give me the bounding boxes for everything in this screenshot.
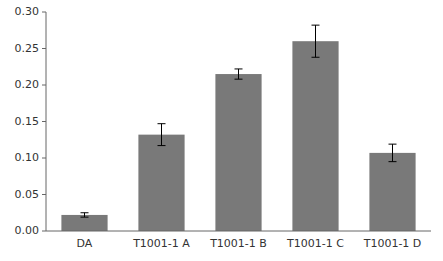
y-tick-label: 0.15 [15,115,40,128]
y-tick [42,194,46,195]
error-bar-stem [392,144,393,162]
bar [138,135,184,231]
error-bar [235,69,243,79]
error-bar-cap [312,57,320,58]
error-bar [158,124,166,146]
y-axis-line [46,12,47,231]
y-tick-label: 0.25 [15,42,40,55]
error-bar-cap [312,25,320,26]
error-bar-stem [161,124,162,146]
x-tick-label: T1001-1 C [286,237,344,250]
error-bar [389,144,397,162]
error-bar-stem [84,213,85,217]
y-tick-label: 0.30 [15,5,40,18]
bar [292,41,338,231]
y-tick [42,158,46,159]
error-bar [81,213,89,217]
error-bar [312,25,320,57]
error-bar-cap [235,68,243,69]
x-tick-label: T1001-1 A [132,237,190,250]
error-bar-cap [158,145,166,146]
error-bar-cap [235,79,243,80]
y-tick [42,48,46,49]
bar [61,215,107,231]
x-tick-label: T1001-1 D [363,237,422,250]
error-bar-cap [158,123,166,124]
x-tick-label: DA [77,237,93,250]
error-bar-stem [315,25,316,57]
x-axis: DA T1001-1 A T1001-1 B T1001-1 C T1001-1 D [77,237,422,250]
y-tick [42,85,46,86]
error-bar-cap [81,212,89,213]
x-tick-label: T1001-1 B [209,237,267,250]
error-bar-cap [389,161,397,162]
y-tick-label: 0.10 [15,151,40,164]
y-tick [42,231,46,232]
y-tick [42,12,46,13]
plot-area [61,25,415,231]
bar [215,74,261,231]
y-axis: 0.00 0.05 0.10 0.15 0.20 0.25 0.30 [15,5,47,237]
y-tick-label: 0.20 [15,78,40,91]
chart-svg: 0.00 0.05 0.10 0.15 0.20 0.25 0.30 DA T1001-1 A T… [0,0,443,261]
chart-container: 0.00 0.05 0.10 0.15 0.20 0.25 0.30 DA T1001-1 A T… [0,0,443,261]
error-bar-cap [389,144,397,145]
error-bar-cap [81,217,89,218]
error-bar-stem [238,69,239,79]
x-axis-line [46,231,431,232]
bar [369,153,415,231]
page: {"chart_data": {"type": "bar", "categori… [0,0,443,261]
y-tick [42,121,46,122]
y-tick-label: 0.05 [15,188,40,201]
y-tick-label: 0.00 [15,224,40,237]
